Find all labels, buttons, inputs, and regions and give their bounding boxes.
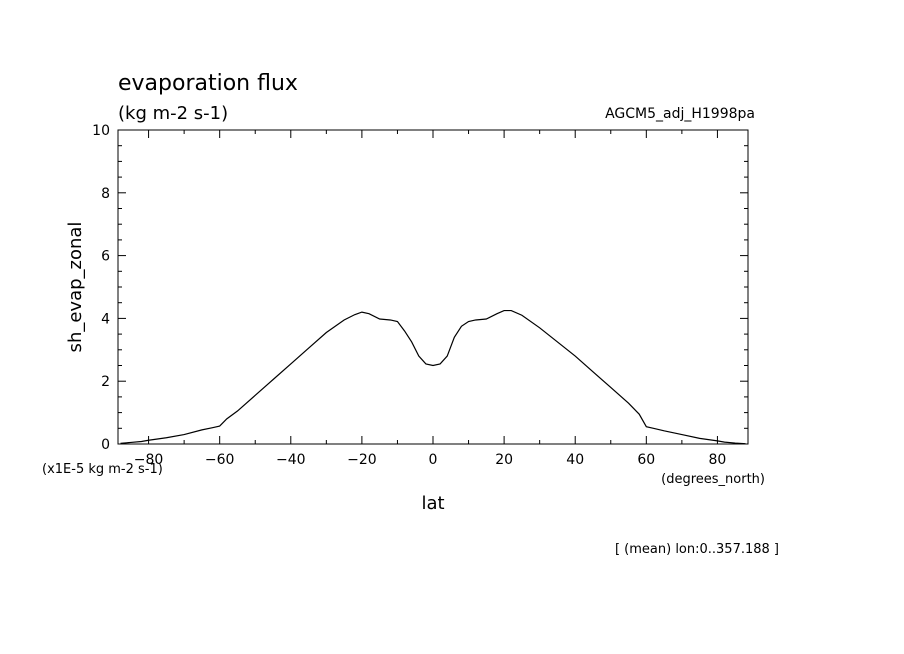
x-tick-label: −20 — [347, 452, 377, 468]
x-tick-label: 0 — [429, 452, 438, 468]
y-tick-label: 2 — [101, 374, 110, 390]
x-axis-label: lat — [421, 493, 444, 514]
x-tick-label: 80 — [709, 452, 727, 468]
series-line — [120, 309, 746, 445]
x-tick-label: −40 — [276, 452, 306, 468]
y-tick-label: 4 — [101, 311, 110, 327]
x-tick-label: 20 — [495, 452, 513, 468]
x-tick-label: −60 — [205, 452, 235, 468]
y-tick-label: 8 — [101, 186, 110, 202]
x-units-label: (degrees_north) — [661, 472, 765, 487]
footnote: [ (mean) lon:0..357.188 ] — [615, 542, 779, 557]
plot-frame — [117, 129, 749, 445]
chart-subtitle: (kg m-2 s-1) — [118, 103, 228, 124]
x-tick-label: 60 — [637, 452, 655, 468]
y-units-label: (x1E-5 kg m-2 s-1) — [42, 462, 163, 477]
x-tick-label: 40 — [566, 452, 584, 468]
chart-title: evaporation flux — [118, 71, 298, 96]
experiment-label: AGCM5_adj_H1998pa — [605, 106, 755, 122]
y-tick-label: 6 — [101, 249, 110, 265]
y-axis-label: sh_evap_zonal — [65, 222, 86, 353]
axis-ticks — [118, 129, 748, 445]
y-tick-label: 10 — [92, 123, 110, 139]
x-tick-label: −80 — [134, 452, 164, 468]
tick-labels: −80 −60 −40 −20 0 20 40 60 80 0 2 4 6 8 10 — [92, 123, 726, 468]
y-tick-label: 0 — [101, 437, 110, 453]
